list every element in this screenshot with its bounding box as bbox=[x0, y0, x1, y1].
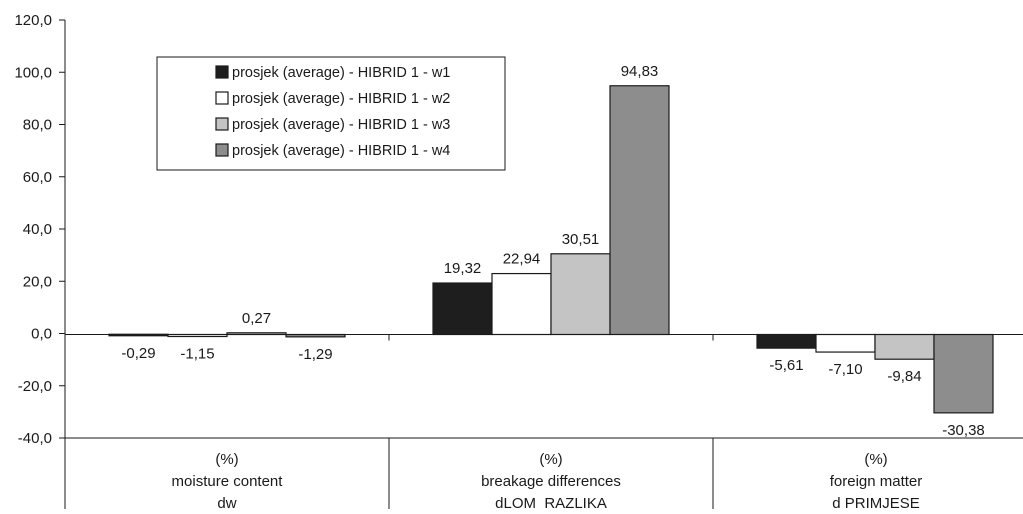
data-label: 22,94 bbox=[503, 251, 541, 268]
y-tick-label: -40,0 bbox=[18, 430, 52, 447]
data-label: -1,15 bbox=[180, 346, 214, 363]
data-label: -0,29 bbox=[121, 345, 155, 362]
legend-label: prosjek (average) - HIBRID 1 - w4 bbox=[232, 143, 450, 159]
category-label: foreign matter bbox=[830, 473, 923, 490]
category-label: breakage differences bbox=[481, 473, 621, 490]
category-label: d PRIMJESE bbox=[832, 495, 920, 509]
legend-swatch bbox=[215, 91, 229, 105]
legend-label: prosjek (average) - HIBRID 1 - w3 bbox=[232, 117, 450, 133]
bar bbox=[933, 333, 994, 414]
y-tick-label: -20,0 bbox=[18, 378, 52, 395]
category-label: dw bbox=[217, 495, 236, 509]
data-label: -1,29 bbox=[298, 346, 332, 363]
y-tick-label: 40,0 bbox=[23, 221, 52, 238]
data-label: -7,10 bbox=[828, 361, 862, 378]
data-label: 94,83 bbox=[621, 63, 659, 80]
category-labels: (%) moisture content dw (%) breakage differe… bbox=[172, 451, 923, 512]
category-label: (%) bbox=[864, 451, 887, 468]
y-tick-label: 0,0 bbox=[31, 326, 52, 343]
data-label: -9,84 bbox=[887, 368, 921, 385]
legend-box bbox=[156, 56, 506, 171]
y-tick-label: 120,0 bbox=[14, 12, 52, 29]
data-label: 30,51 bbox=[562, 231, 600, 248]
data-label: 0,27 bbox=[242, 310, 271, 327]
bar bbox=[756, 333, 817, 349]
bar bbox=[167, 333, 228, 338]
bar bbox=[609, 85, 670, 336]
bar bbox=[491, 272, 552, 336]
y-tick-label: 100,0 bbox=[14, 64, 52, 81]
y-tick-label: 60,0 bbox=[23, 169, 52, 186]
legend: prosjek (average) - HIBRID 1 - w1 prosjek… bbox=[156, 56, 506, 171]
bar bbox=[432, 282, 493, 336]
legend-label: prosjek (average) - HIBRID 1 - w2 bbox=[232, 91, 450, 107]
data-labels: -0,29 19,32 -5,61 -1,15 22,94 -7,10 0,27 30,51 -… bbox=[121, 63, 984, 439]
bar bbox=[550, 253, 611, 336]
category-label: (%) bbox=[539, 451, 562, 468]
bar bbox=[226, 332, 287, 336]
legend-swatch bbox=[215, 143, 229, 157]
category-label: dLOM_RAZLIKA bbox=[495, 495, 607, 509]
bar bbox=[108, 333, 169, 337]
bar bbox=[815, 333, 876, 353]
bar bbox=[874, 333, 935, 360]
legend-swatch bbox=[215, 117, 229, 131]
y-tick-label: 80,0 bbox=[23, 117, 52, 134]
legend-label: prosjek (average) - HIBRID 1 - w1 bbox=[232, 65, 450, 81]
data-label: 19,32 bbox=[444, 260, 482, 277]
data-label: -5,61 bbox=[769, 357, 803, 374]
bar bbox=[285, 333, 346, 338]
y-tick-label: 20,0 bbox=[23, 273, 52, 290]
category-label: moisture content bbox=[172, 473, 284, 490]
legend-swatch bbox=[215, 65, 229, 79]
bars bbox=[108, 85, 994, 414]
data-label: -30,38 bbox=[942, 422, 985, 439]
category-label: (%) bbox=[215, 451, 238, 468]
